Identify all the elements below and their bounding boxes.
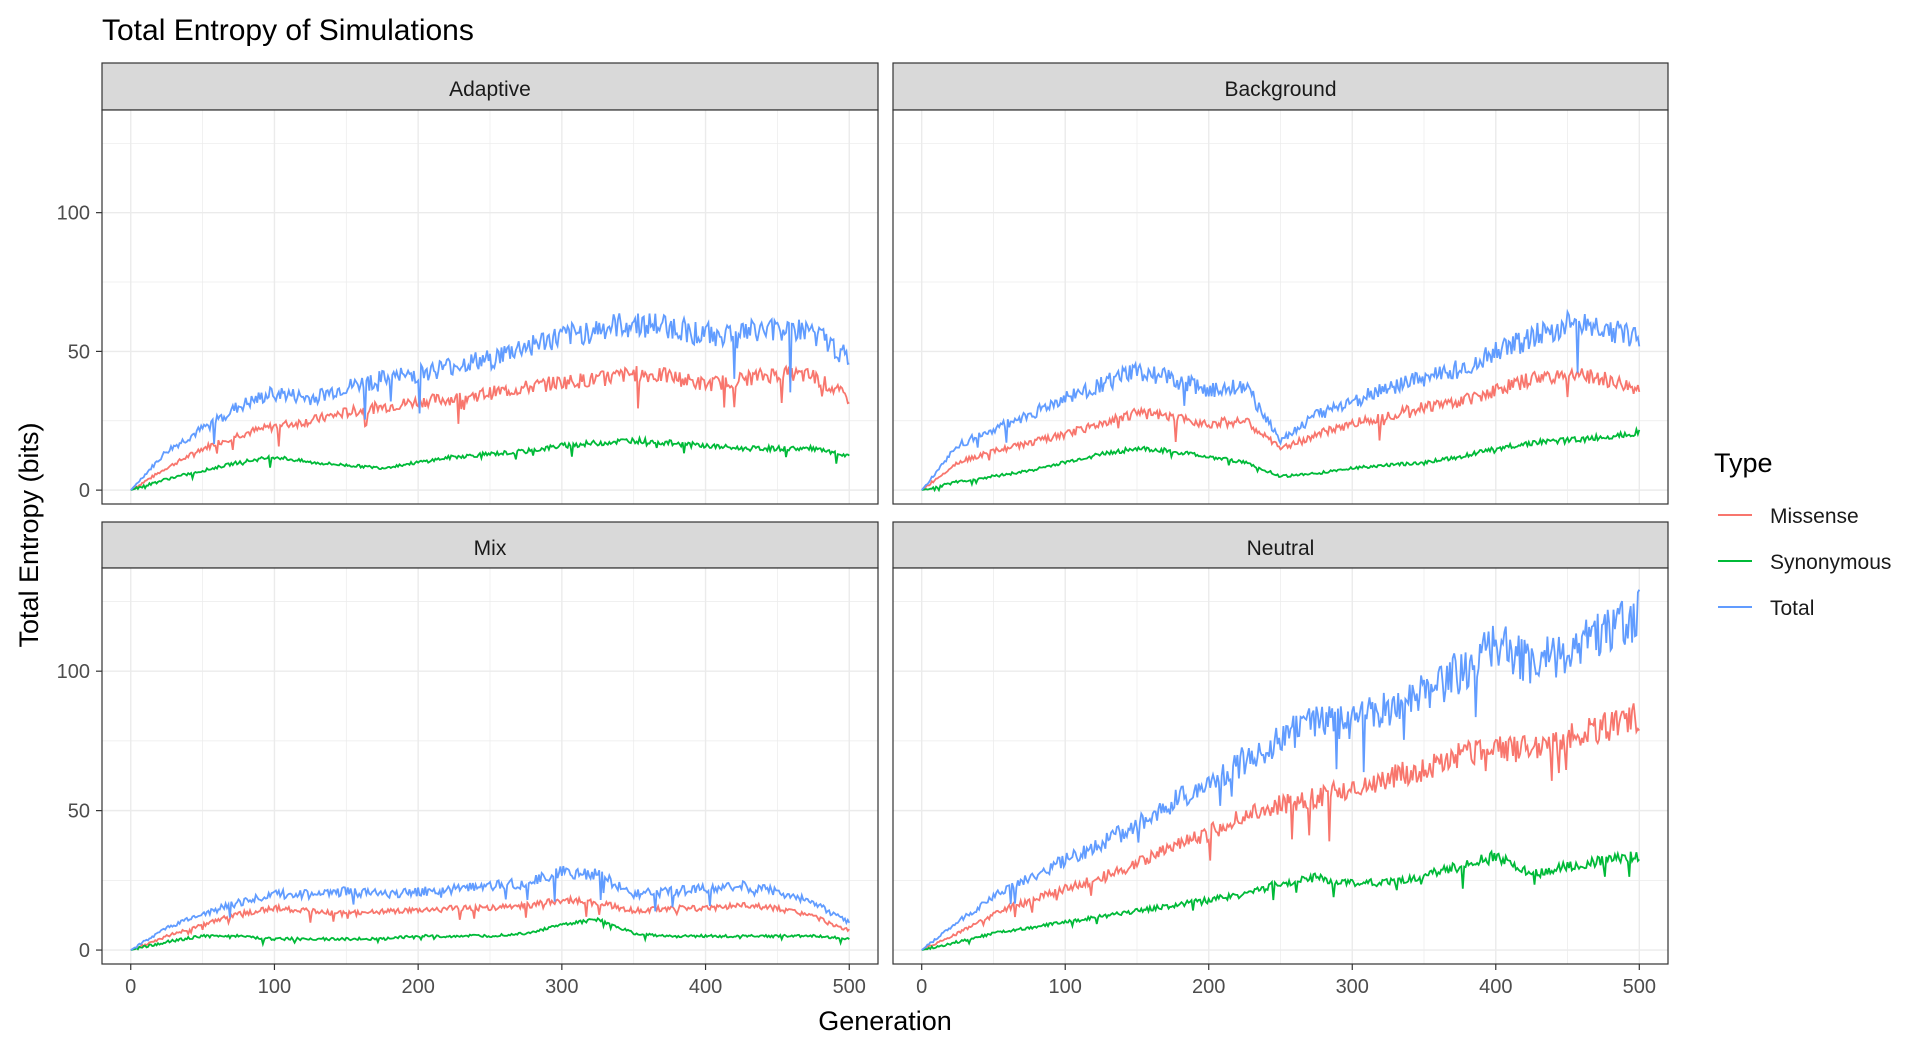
series-line-missense [921,366,1641,491]
gridlines [102,568,878,964]
x-axis-label: Generation [818,1006,952,1036]
y-axis-ticks: 0 50 100 0 50 100 [57,203,102,962]
panel-border [101,109,879,505]
y-tick-label: 0 [79,480,90,502]
gridlines [102,110,878,504]
y-axis-label: Total Entropy (bits) [14,422,44,647]
series-line-missense [130,893,850,951]
series-line-missense [130,364,850,491]
legend-label-synonymous: Synonymous [1770,551,1891,574]
series-line-synonymous [921,849,1640,951]
x-tick-label: 0 [916,976,927,998]
facet-strip [101,521,879,569]
y-tick-label: 100 [57,661,90,683]
x-tick-label: 200 [1192,976,1225,998]
facet-label: Neutral [1247,537,1315,560]
x-tick-label: 200 [401,976,434,998]
x-tick-label: 100 [1049,976,1082,998]
x-tick-label: 500 [833,976,866,998]
legend-title: Type [1714,448,1773,478]
x-tick-label: 300 [545,976,578,998]
y-tick-label: 50 [68,801,90,823]
facet-label: Mix [474,537,507,560]
panel-border [101,567,879,965]
series-line-missense [921,703,1641,951]
x-axis-ticks: 0 100 200 300 400 500 0 100 200 300 400 500 [125,964,1656,998]
y-tick-label: 0 [79,940,90,962]
facet-strip [892,521,1669,569]
series-line-total [921,589,1641,951]
y-tick-label: 100 [57,203,90,225]
chart-title: Total Entropy of Simulations [102,14,474,47]
legend: Type Missense Synonymous Total [1714,448,1891,620]
panel-border [892,567,1669,965]
series-line-total [130,313,850,491]
x-tick-label: 400 [689,976,722,998]
series-line-synonymous [921,425,1641,493]
legend-label-total: Total [1770,597,1814,620]
series-line-synonymous [130,434,850,491]
x-tick-label: 100 [258,976,291,998]
facet-strip [892,62,1669,111]
panel-border [892,109,1669,505]
y-tick-label: 50 [68,341,90,363]
panel-neutral: Neutral [892,521,1669,965]
panel-adaptive: Adaptive [101,62,879,505]
x-tick-label: 400 [1479,976,1512,998]
facet-label: Background [1224,78,1336,101]
series-line-total [130,865,851,951]
legend-label-missense: Missense [1770,505,1859,528]
panel-background: Background [892,62,1669,505]
facet-label: Adaptive [449,78,531,101]
panels: Adaptive Background Mix Neutral [101,62,1669,965]
series-line-synonymous [130,916,850,951]
x-tick-label: 500 [1623,976,1656,998]
gridlines [893,110,1668,504]
x-tick-label: 0 [125,976,136,998]
panel-mix: Mix [101,521,879,965]
facet-strip [101,62,879,111]
x-tick-label: 300 [1336,976,1369,998]
series-line-total [921,308,1641,491]
